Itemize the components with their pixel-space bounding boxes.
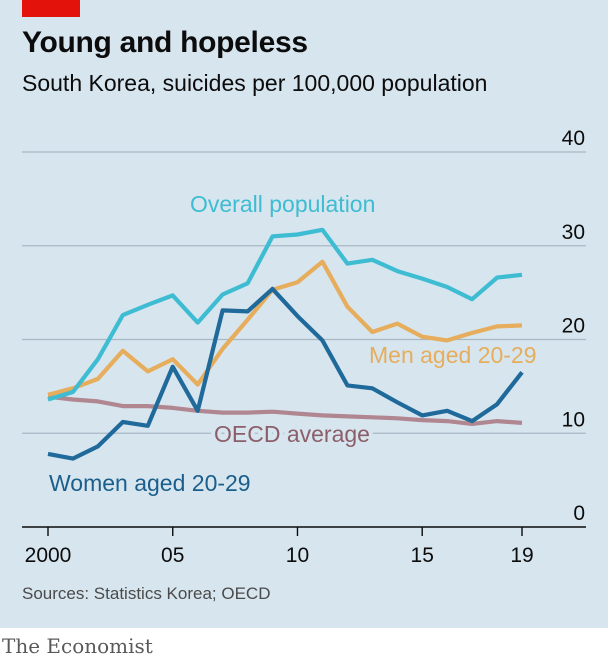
y-tick-label: 0: [573, 502, 585, 525]
x-tick-label: 2000: [25, 544, 72, 567]
series-label-men: Men aged 20-29: [369, 342, 537, 368]
y-tick-label: 20: [562, 315, 585, 338]
x-tick-label: 05: [161, 544, 184, 567]
x-tick-label: 19: [510, 544, 533, 567]
x-tick-label: 10: [286, 544, 309, 567]
series-line-oecd: [47, 394, 523, 426]
brand-logo: The Economist: [2, 634, 153, 658]
y-tick-label: 30: [562, 221, 585, 244]
y-tick-label: 10: [562, 408, 585, 431]
x-tick-label: 15: [411, 544, 434, 567]
series-line-women: [47, 286, 524, 461]
series-label-oecd: OECD average: [214, 421, 370, 447]
series-line-men: [47, 259, 523, 397]
series-line-overall: [47, 227, 523, 402]
line-chart: 0 10 20 30 40 2000 05 10 15 19 Overall population M…: [22, 127, 586, 567]
chart-title: Young and hopeless: [22, 26, 308, 59]
footer-bar: The Economist: [0, 628, 608, 662]
series-label-women: Women aged 20-29: [49, 470, 251, 496]
source-note: Sources: Statistics Korea; OECD: [22, 584, 271, 603]
y-tick-label: 40: [562, 127, 585, 150]
chart-subtitle: South Korea, suicides per 100,000 popula…: [22, 70, 488, 96]
economist-red-tab: [22, 0, 80, 17]
series-label-overall: Overall population: [190, 191, 375, 217]
